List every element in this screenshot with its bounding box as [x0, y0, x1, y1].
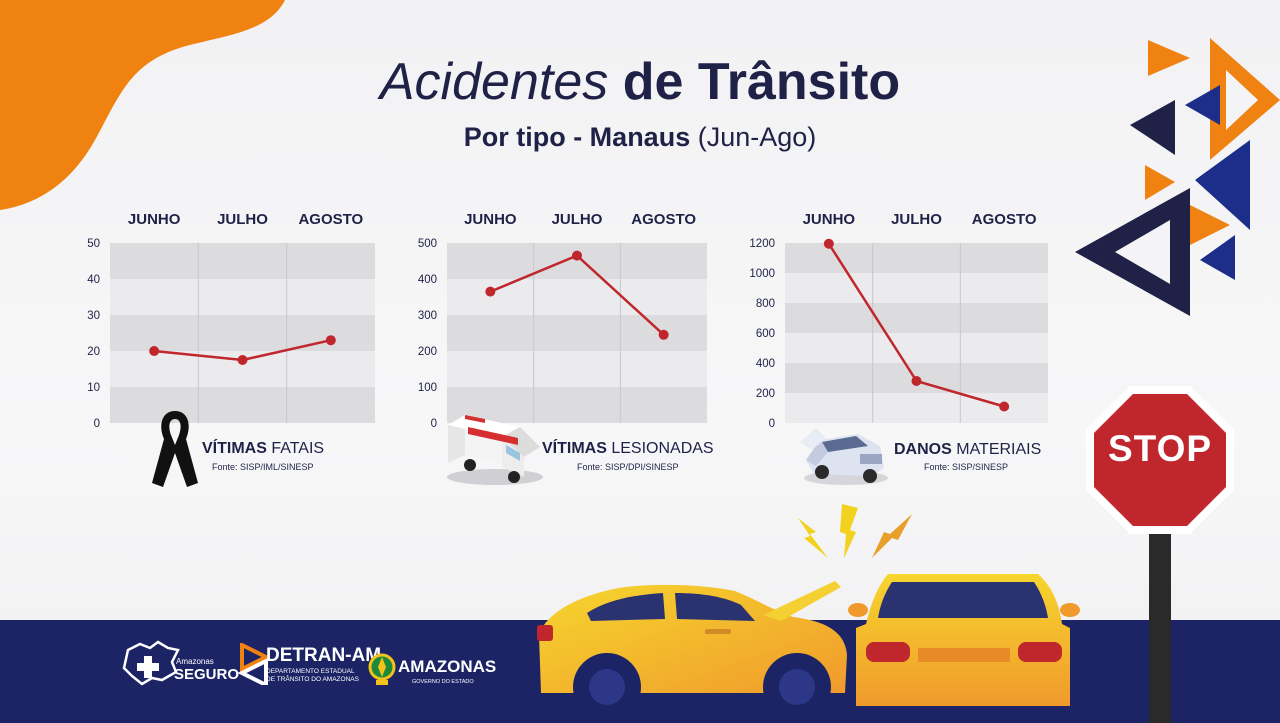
caption-chart-2: VÍTIMAS LESIONADAS [542, 440, 714, 457]
right-car-illustration [848, 574, 1080, 723]
plot-band [785, 243, 1048, 273]
chart-vitimas-fatais: 0 10 20 30 40 50 JUNHO JULHO AGOSTO [87, 211, 375, 430]
source-chart-2: Fonte: SISP/DPI/SINESP [577, 462, 679, 472]
data-point [485, 286, 496, 297]
plot-band [785, 303, 1048, 333]
y-tick-label: 0 [431, 418, 437, 430]
month-label: JUNHO [464, 211, 517, 228]
month-label: JULHO [552, 211, 603, 228]
page-title: Acidentes de Trânsito [0, 52, 1280, 112]
y-tick-label: 300 [418, 310, 437, 322]
month-label: AGOSTO [972, 211, 1037, 228]
damaged-car-icon [800, 428, 888, 485]
logo2-line1: DEPARTAMENTO ESTADUAL [266, 668, 355, 675]
page-subtitle: Por tipo - Manaus (Jun-Ago) [0, 122, 1280, 153]
triangles-decoration [1075, 38, 1280, 316]
plot-band [447, 243, 707, 279]
title-bold: de Trânsito [622, 53, 901, 111]
y-tick-label: 600 [756, 328, 775, 340]
orange-blob-decoration [0, 0, 285, 210]
data-point [149, 346, 160, 356]
stop-sign-text: STOP [1107, 428, 1213, 469]
y-tick-label: 0 [769, 418, 775, 430]
logo2-text: DETRAN-AM [266, 645, 382, 666]
logo3-small-text: GOVERNO DO ESTADO [412, 679, 474, 685]
detran-logo-icon [238, 643, 270, 685]
plot-band [110, 243, 375, 279]
source-chart-3: Fonte: SISP/SINESP [924, 462, 1009, 472]
left-car-illustration [537, 581, 847, 721]
mourning-ribbon-icon [152, 411, 198, 487]
logo3-text: AMAZONAS [398, 657, 497, 676]
month-label: AGOSTO [631, 211, 696, 228]
impact-bolts-icon [798, 504, 912, 558]
month-label: JUNHO [803, 211, 856, 228]
plot-band [785, 333, 1048, 363]
y-tick-label: 0 [94, 418, 100, 430]
ambulance-icon [447, 415, 543, 485]
plot-band [447, 351, 707, 387]
month-label: AGOSTO [298, 211, 363, 228]
y-tick-label: 20 [87, 346, 100, 358]
caption-chart-1: VÍTIMAS FATAIS [202, 440, 325, 457]
data-point [237, 355, 248, 365]
chart-vitimas-lesionadas: 0 100 200 300 400 500 JUNHO JULHO AGOSTO [418, 211, 707, 430]
y-tick-label: 1000 [749, 268, 775, 280]
plot-band [110, 387, 375, 423]
y-tick-label: 200 [418, 346, 437, 358]
y-tick-label: 400 [756, 358, 775, 370]
y-tick-label: 1200 [749, 238, 775, 250]
y-tick-label: 40 [87, 274, 100, 286]
logo1-small-text: Amazonas [176, 657, 214, 666]
subtitle-bold: Por tipo - Manaus [463, 122, 691, 152]
plot-band [447, 279, 707, 315]
title-italic: Acidentes [379, 53, 609, 111]
stop-sign-icon [1086, 386, 1234, 723]
caption-chart-3: DANOS MATERIAIS [894, 441, 1042, 458]
amazonas-map-icon [122, 640, 180, 686]
logo1-text: SEGURO [174, 666, 240, 683]
month-label: JULHO [891, 211, 942, 228]
plot-band [110, 315, 375, 351]
data-point [999, 401, 1010, 412]
data-point [572, 250, 582, 261]
plot-band [447, 387, 707, 423]
y-tick-label: 100 [418, 382, 437, 394]
month-label: JULHO [217, 211, 268, 228]
data-point [658, 329, 669, 340]
amazonas-crest-icon [368, 653, 396, 685]
y-tick-label: 500 [418, 238, 437, 250]
y-tick-label: 30 [87, 310, 100, 322]
data-point [325, 335, 336, 346]
month-label: JUNHO [128, 211, 181, 228]
logo2-line2: DE TRÂNSITO DO AMAZONAS [266, 676, 359, 683]
data-point [823, 238, 834, 249]
plot-band [785, 273, 1048, 303]
y-tick-label: 10 [87, 382, 100, 394]
subtitle-rest: (Jun-Ago) [697, 122, 817, 152]
y-tick-label: 200 [756, 388, 775, 400]
y-tick-label: 800 [756, 298, 775, 310]
y-tick-label: 50 [87, 238, 100, 250]
y-tick-label: 400 [418, 274, 437, 286]
chart-danos-materiais: 0 200 400 600 800 1000 1200 JUNHO JULHO AGOSTO [749, 211, 1048, 430]
plot-band [110, 279, 375, 315]
data-point [911, 376, 922, 386]
source-chart-1: Fonte: SISP/IML/SINESP [212, 462, 314, 472]
